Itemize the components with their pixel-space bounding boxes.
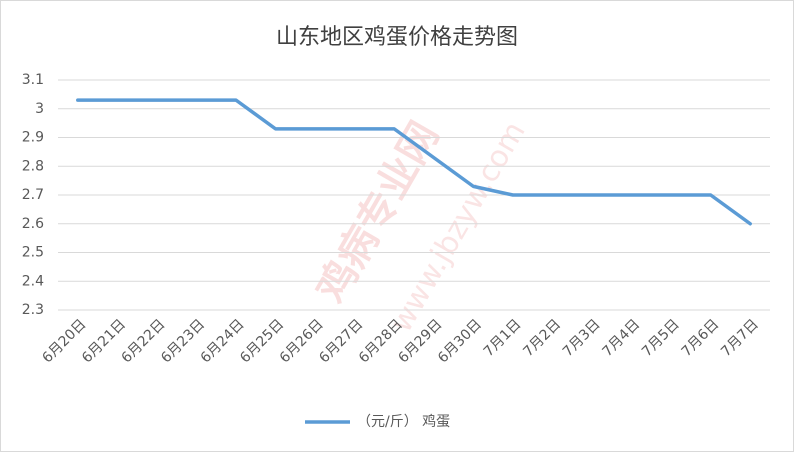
y-tick-label: 3	[35, 101, 44, 117]
y-tick-label: 3.1	[22, 72, 44, 88]
y-tick-label: 2.8	[22, 158, 44, 174]
y-tick-label: 2.3	[22, 302, 44, 318]
legend-label: （元/斤） 鸡蛋	[357, 413, 450, 430]
y-tick-label: 2.4	[22, 273, 44, 289]
chart-title: 山东地区鸡蛋价格走势图	[276, 25, 518, 50]
y-tick-label: 2.9	[22, 130, 44, 146]
y-tick-label: 2.7	[22, 187, 44, 203]
y-tick-label: 2.5	[22, 245, 44, 261]
y-tick-label: 2.6	[22, 216, 44, 232]
line-series	[76, 98, 752, 226]
